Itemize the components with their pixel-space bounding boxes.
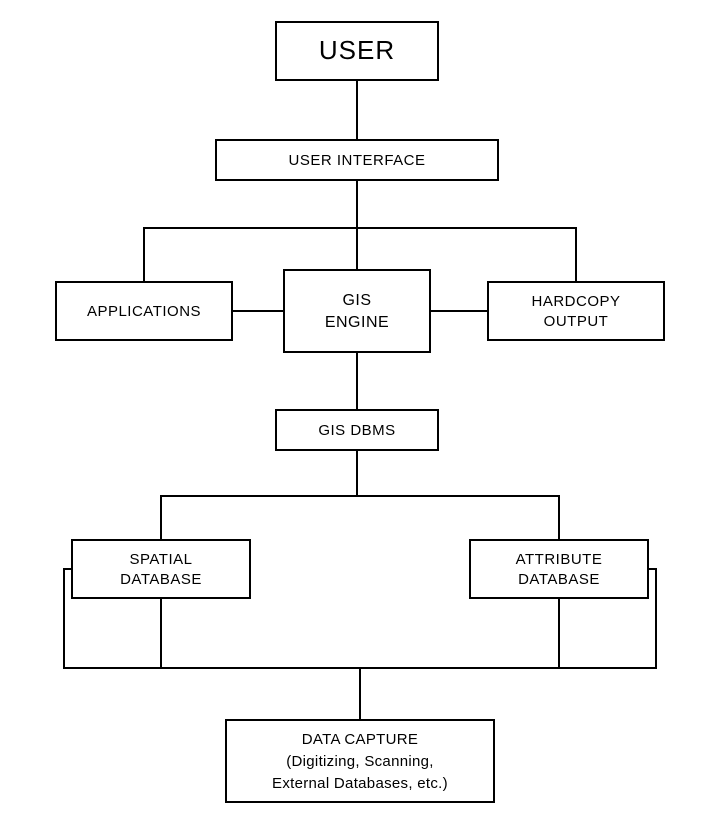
node-label-gis_dbms: GIS DBMS xyxy=(318,422,395,439)
node-box-attribute_db xyxy=(470,540,648,598)
node-box-spatial_db xyxy=(72,540,250,598)
node-hardcopy_output: HARDCOPY OUTPUT xyxy=(488,282,664,340)
node-label-data_capture-line2: External Databases, etc.) xyxy=(272,775,448,792)
node-gis_engine: GIS ENGINE xyxy=(284,270,430,352)
node-box-hardcopy_output xyxy=(488,282,664,340)
node-label-user: USER xyxy=(319,35,395,65)
node-data_capture: DATA CAPTURE (Digitizing, Scanning, Extern… xyxy=(226,720,494,802)
node-label-spatial_db-line0: SPATIAL xyxy=(130,551,193,568)
edge-gis_dbms-spatial_db xyxy=(161,450,357,540)
gis-architecture-diagram: USER USER INTERFACE APPLICATIONS GIS ENGINE H… xyxy=(0,0,714,826)
node-spatial_db: SPATIAL DATABASE xyxy=(72,540,250,598)
node-label-attribute_db-line0: ATTRIBUTE xyxy=(516,551,603,568)
node-gis_dbms: GIS DBMS xyxy=(276,410,438,450)
node-box-gis_engine xyxy=(284,270,430,352)
node-applications: APPLICATIONS xyxy=(56,282,232,340)
edge-gis_engine-applications xyxy=(144,180,357,282)
node-attribute_db: ATTRIBUTE DATABASE xyxy=(470,540,648,598)
edge-gis_dbms-attribute_db xyxy=(357,450,559,540)
node-label-gis_engine-line0: GIS xyxy=(342,292,371,309)
node-label-hardcopy_output-line1: OUTPUT xyxy=(544,313,609,330)
node-label-gis_engine-line1: ENGINE xyxy=(325,314,389,331)
node-label-data_capture-line1: (Digitizing, Scanning, xyxy=(286,753,434,770)
node-label-data_capture-line0: DATA CAPTURE xyxy=(302,731,418,748)
node-label-applications: APPLICATIONS xyxy=(87,303,201,320)
node-user_interface: USER INTERFACE xyxy=(216,140,498,180)
edge-attribute_db-data_capture xyxy=(360,598,559,720)
node-label-user_interface: USER INTERFACE xyxy=(288,152,425,169)
edge-spatial_db-data_capture xyxy=(161,598,360,720)
node-label-hardcopy_output-line0: HARDCOPY xyxy=(531,293,620,310)
node-user: USER xyxy=(276,22,438,80)
node-label-spatial_db-line1: DATABASE xyxy=(120,571,202,588)
node-label-attribute_db-line1: DATABASE xyxy=(518,571,600,588)
edge-gis_engine-hardcopy_output xyxy=(357,180,576,282)
